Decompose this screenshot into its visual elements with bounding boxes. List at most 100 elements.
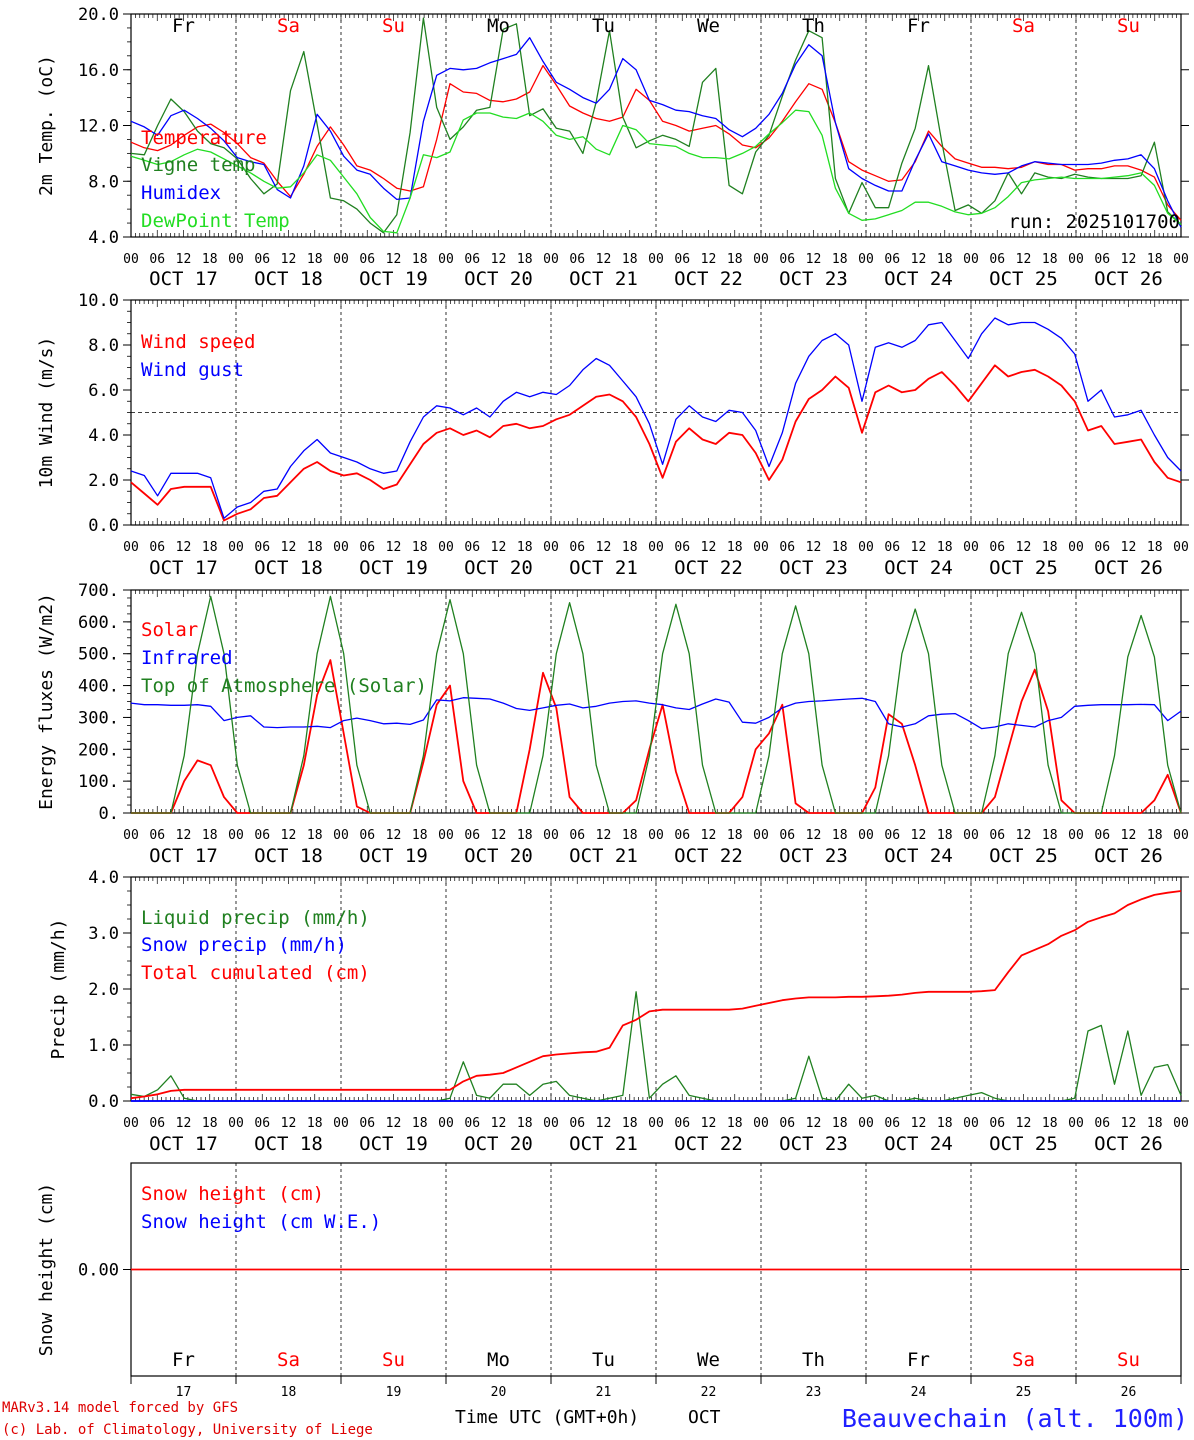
temp-hour-label: 18 bbox=[307, 252, 323, 267]
temp-hour-label: 00 bbox=[858, 252, 874, 267]
temp-hour-label: 18 bbox=[622, 252, 638, 267]
energy-date-label: OCT 21 bbox=[569, 845, 638, 867]
energy-hour-label: 00 bbox=[858, 828, 874, 843]
energy-hour-label: 18 bbox=[832, 828, 848, 843]
temp-hour-label: 18 bbox=[727, 252, 743, 267]
energy-hour-label: 06 bbox=[464, 828, 480, 843]
temp-hour-label: 06 bbox=[149, 252, 165, 267]
precip-date-label: OCT 25 bbox=[989, 1133, 1058, 1155]
snow-day-abbr: Fr bbox=[172, 1349, 195, 1371]
energy-hour-label: 00 bbox=[753, 828, 769, 843]
snow-day-number: 25 bbox=[1016, 1385, 1032, 1400]
precip-y-tick-label: 3.0 bbox=[88, 924, 119, 944]
temp-hour-label: 06 bbox=[779, 252, 795, 267]
temp-hour-label: 12 bbox=[806, 252, 822, 267]
precip-hour-label: 06 bbox=[989, 1116, 1005, 1131]
temp-hour-label: 12 bbox=[701, 252, 717, 267]
temp-legend-0: Temperature bbox=[141, 127, 267, 149]
temp-hour-label: 12 bbox=[281, 252, 297, 267]
energy-hour-label: 12 bbox=[1121, 828, 1137, 843]
wind-hour-label: 00 bbox=[228, 540, 244, 555]
precip-legend-1: Snow precip (mm/h) bbox=[141, 934, 347, 956]
snow-y-tick-label: 0.00 bbox=[78, 1261, 119, 1281]
energy-y-tick-label: 100. bbox=[78, 772, 119, 792]
energy-hour-label: 12 bbox=[491, 828, 507, 843]
temp-day-abbr: Su bbox=[382, 15, 405, 37]
precip-hour-label: 00 bbox=[228, 1116, 244, 1131]
temp-hour-label: 00 bbox=[543, 252, 559, 267]
precip-hour-label: 12 bbox=[1016, 1116, 1032, 1131]
panel-wind: 0.0 2.0 4.0 6.0 8.0 10.0 10m Wind (m/s) Wind sp… bbox=[36, 291, 1189, 579]
precip-series-2 bbox=[130, 890, 1182, 1100]
precip-hour-label: 06 bbox=[779, 1116, 795, 1131]
wind-y-tick-label: 4.0 bbox=[88, 426, 119, 446]
wind-hour-label: 12 bbox=[1121, 540, 1137, 555]
precip-y-tick-label: 4.0 bbox=[88, 868, 119, 888]
precip-hour-label: 12 bbox=[281, 1116, 297, 1131]
wind-y-tick-label: 8.0 bbox=[88, 336, 119, 356]
station-label: Beauvechain (alt. 100m) bbox=[842, 1404, 1188, 1433]
temp-day-abbr: Mo bbox=[487, 15, 510, 37]
precip-hour-label: 00 bbox=[333, 1116, 349, 1131]
temp-frame bbox=[130, 13, 1182, 238]
energy-date-label: OCT 17 bbox=[149, 845, 218, 867]
temp-day-abbr: We bbox=[697, 15, 720, 37]
energy-hour-label: 00 bbox=[438, 828, 454, 843]
snow-legend-1: Snow height (cm W.E.) bbox=[141, 1211, 381, 1233]
precip-hour-label: 06 bbox=[884, 1116, 900, 1131]
energy-y-tick-label: 600. bbox=[78, 613, 119, 633]
precip-hour-label: 06 bbox=[359, 1116, 375, 1131]
temp-hour-label: 12 bbox=[176, 252, 192, 267]
precip-y-tick-label: 2.0 bbox=[88, 980, 119, 1000]
wind-hour-label: 12 bbox=[176, 540, 192, 555]
wind-hour-label: 12 bbox=[1016, 540, 1032, 555]
temp-day-abbr: Sa bbox=[277, 15, 300, 37]
temp-hour-label: 12 bbox=[386, 252, 402, 267]
snow-day-abbr: Tu bbox=[592, 1349, 615, 1371]
energy-hour-label: 12 bbox=[911, 828, 927, 843]
energy-hour-label: 06 bbox=[569, 828, 585, 843]
wind-y-tick-label: 6.0 bbox=[88, 381, 119, 401]
wind-hour-label: 12 bbox=[701, 540, 717, 555]
precip-hour-label: 00 bbox=[1173, 1116, 1189, 1131]
wind-hour-label: 18 bbox=[517, 540, 533, 555]
temp-day-abbr: Su bbox=[1117, 15, 1140, 37]
energy-date-label: OCT 26 bbox=[1094, 845, 1163, 867]
energy-hour-label: 00 bbox=[333, 828, 349, 843]
snow-day-number: 18 bbox=[281, 1385, 297, 1400]
precip-date-label: OCT 24 bbox=[884, 1133, 953, 1155]
temp-hour-label: 00 bbox=[648, 252, 664, 267]
energy-hour-label: 00 bbox=[228, 828, 244, 843]
snow-day-abbr: Sa bbox=[1012, 1349, 1035, 1371]
precip-y-tick-label: 1.0 bbox=[88, 1036, 119, 1056]
precip-hour-label: 18 bbox=[412, 1116, 428, 1131]
temp-date-label: OCT 18 bbox=[254, 268, 323, 290]
temp-legend-3: DewPoint Temp bbox=[141, 210, 290, 232]
precip-hour-label: 12 bbox=[386, 1116, 402, 1131]
snow-day-number: 20 bbox=[491, 1385, 507, 1400]
temp-hour-label: 06 bbox=[674, 252, 690, 267]
temp-date-label: OCT 24 bbox=[884, 268, 953, 290]
precip-date-label: OCT 21 bbox=[569, 1133, 638, 1155]
temp-date-label: OCT 23 bbox=[779, 268, 848, 290]
energy-date-label: OCT 19 bbox=[359, 845, 428, 867]
wind-hour-label: 18 bbox=[727, 540, 743, 555]
temp-hour-label: 06 bbox=[464, 252, 480, 267]
wind-hour-label: 06 bbox=[464, 540, 480, 555]
snow-day-abbr: Su bbox=[382, 1349, 405, 1371]
temp-hour-label: 00 bbox=[963, 252, 979, 267]
wind-hour-label: 00 bbox=[858, 540, 874, 555]
footer-credit: (c) Lab. of Climatology, University of L… bbox=[2, 1422, 373, 1438]
energy-hour-label: 00 bbox=[1068, 828, 1084, 843]
wind-hour-label: 00 bbox=[1068, 540, 1084, 555]
wind-hour-label: 06 bbox=[149, 540, 165, 555]
wind-hour-label: 18 bbox=[1147, 540, 1163, 555]
precip-hour-label: 18 bbox=[202, 1116, 218, 1131]
energy-hour-label: 12 bbox=[806, 828, 822, 843]
temp-day-abbr: Fr bbox=[172, 15, 195, 37]
temp-hour-label: 18 bbox=[1042, 252, 1058, 267]
wind-hour-label: 06 bbox=[254, 540, 270, 555]
wind-series-1 bbox=[130, 317, 1182, 519]
run-label: run: 2025101700 bbox=[1008, 211, 1180, 233]
